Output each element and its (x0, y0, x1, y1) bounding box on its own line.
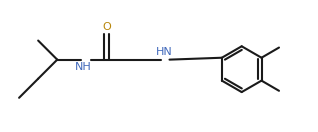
Text: HN: HN (156, 47, 172, 57)
Text: O: O (102, 22, 111, 32)
Text: NH: NH (75, 62, 92, 72)
